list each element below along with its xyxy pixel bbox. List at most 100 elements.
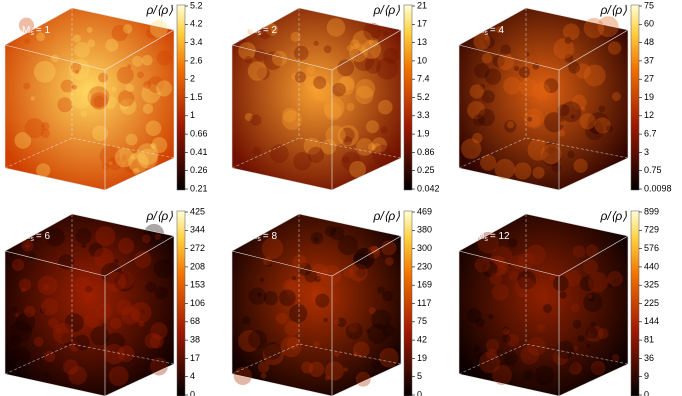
texture [466,308,482,323]
texture [283,279,298,294]
texture [121,306,140,325]
texture [612,354,620,362]
mach-symbol: M [249,25,257,36]
texture [80,110,87,118]
texture [88,242,104,258]
colorbar-label: ρ/⟨ρ⟩ [373,209,401,223]
texture [367,143,376,151]
texture [233,366,252,386]
texture [363,22,382,41]
texture [510,254,526,270]
texture [324,375,331,381]
texture [141,83,161,104]
texture [597,16,619,38]
texture [134,250,152,269]
texture [380,126,388,134]
texture [108,157,122,171]
texture [323,97,345,119]
texture [63,359,79,375]
texture [280,336,302,358]
texture [323,318,328,323]
texture [145,120,162,137]
texture [127,64,132,69]
mach-subscript: s [484,236,488,243]
texture [48,317,59,329]
cube-edge [104,235,175,277]
texture [238,42,256,60]
texture [146,155,158,167]
colorbar-label: ρ/⟨ρ⟩ [373,3,401,17]
colorbar-tick-label: 4.2 [190,19,203,29]
texture [470,148,477,155]
texture [24,38,30,44]
texture [382,324,395,337]
texture [611,92,621,101]
texture [306,65,316,75]
texture [242,316,251,325]
cube [459,8,628,190]
mach-label: Ms = 8 [249,231,277,243]
colorbar [176,4,186,191]
texture [58,254,74,270]
texture [144,332,161,349]
texture [41,122,50,131]
texture [238,330,261,353]
texture [262,344,284,366]
colorbar [403,210,413,396]
texture [495,26,503,34]
texture [583,17,605,39]
texture [256,67,270,80]
texture [261,237,284,260]
texture [527,116,533,122]
texture [116,299,132,316]
texture [61,332,75,346]
colorbar-tick-label: 144 [644,316,659,326]
texture [150,322,168,340]
texture [293,152,312,171]
texture [153,258,174,279]
texture [259,277,265,282]
texture [371,137,388,153]
texture [371,143,382,154]
panel: Ms = 1 ρ/⟨ρ⟩ 5.2 4.2 3.4 2.6 2 1.5 1 0.66 0.41 0.26 0… [4,0,208,193]
colorbar-tick-label: 0.41 [190,147,208,157]
texture [381,240,397,256]
colorbar-tick-label: 2.6 [190,55,203,65]
texture [128,152,149,173]
texture [494,158,516,180]
mach-subscript: s [257,236,261,243]
texture [583,292,603,312]
colorbar-tick-label: 300 [417,243,432,253]
texture [69,341,81,352]
texture [11,258,25,272]
texture [493,256,506,268]
texture [102,323,107,328]
texture [114,272,134,292]
texture [136,143,159,166]
texture [143,223,165,245]
texture [33,336,44,347]
mach-value: = 12 [490,231,510,242]
texture [337,59,355,77]
texture [60,79,74,93]
texture [496,265,507,276]
texture [73,276,92,295]
texture [105,332,125,352]
cube [5,8,174,190]
colorbar-tick-label: 13 [417,37,427,47]
texture [356,138,374,156]
texture [324,225,337,237]
colorbar-tick-label: 4 [190,371,195,381]
texture [52,322,74,344]
cube-edge [331,29,402,71]
texture [460,138,482,159]
texture [132,167,140,175]
texture [337,235,358,256]
colorbar-tick-label: 899 [644,206,659,216]
texture [570,114,575,119]
texture [36,163,51,178]
texture [95,303,112,320]
texture [339,127,355,143]
texture [121,154,127,160]
texture [265,260,273,267]
